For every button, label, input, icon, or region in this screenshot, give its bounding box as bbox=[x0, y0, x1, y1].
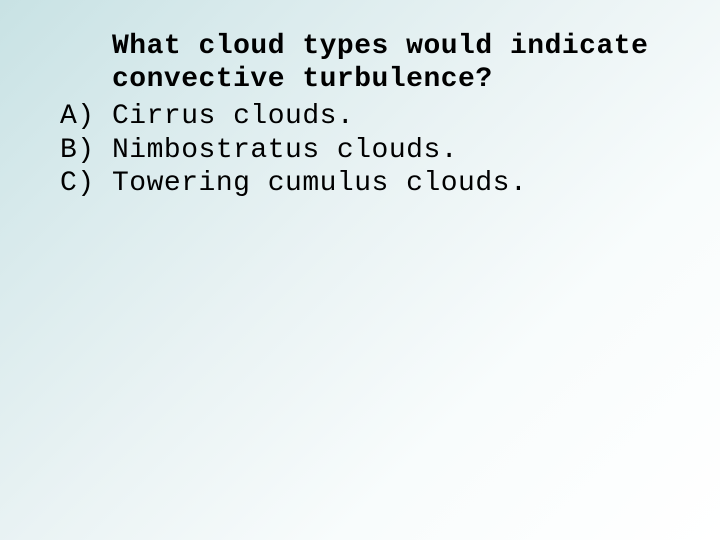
option-b: B) Nimbostratus clouds. bbox=[60, 134, 680, 168]
question-text: What cloud types would indicate convecti… bbox=[112, 30, 680, 96]
slide: What cloud types would indicate convecti… bbox=[0, 0, 720, 201]
option-label: A) bbox=[60, 100, 112, 134]
option-a: A) Cirrus clouds. bbox=[60, 100, 680, 134]
option-label: C) bbox=[60, 167, 112, 201]
options-list: A) Cirrus clouds. B) Nimbostratus clouds… bbox=[60, 100, 680, 201]
option-text: Nimbostratus clouds. bbox=[112, 134, 458, 168]
option-text: Cirrus clouds. bbox=[112, 100, 354, 134]
option-c: C) Towering cumulus clouds. bbox=[60, 167, 680, 201]
option-text: Towering cumulus clouds. bbox=[112, 167, 527, 201]
option-label: B) bbox=[60, 134, 112, 168]
